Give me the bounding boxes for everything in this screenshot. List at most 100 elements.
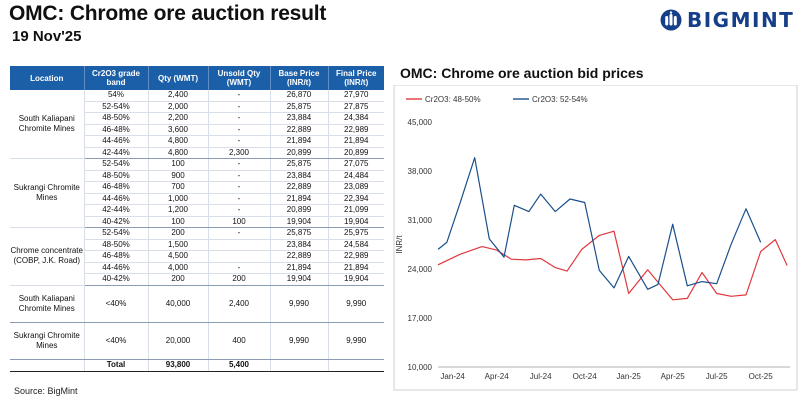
table-row: Sukrangi Chromite Mines 52-54% 100-25,875 2… — [10, 158, 384, 228]
grade-cell: 42-44% — [84, 147, 149, 159]
table-row: Sukrangi Chromite Mines <40% 20,000 400 9,99… — [10, 322, 384, 360]
base-price-cell: 22,889 — [270, 181, 329, 194]
table-row: 40-42% 100 100 19,904 19,904 — [10, 216, 384, 228]
final-price-cell: 22,394 — [328, 193, 384, 205]
grade-cell: 42-44% — [84, 204, 149, 217]
base-price-cell: 21,894 — [270, 193, 329, 205]
final-price-cell: 27,875 — [328, 101, 384, 113]
unsold-cell: - — [208, 193, 271, 205]
table-body: South Kaliapani Chromite Mines 54% 2,400-2… — [10, 90, 384, 372]
source-note: Source: BigMint — [14, 386, 78, 396]
column-header-qty: Qty (WMT) — [148, 66, 209, 90]
total-blank-cell — [270, 358, 329, 372]
final-price-cell: 23,089 — [328, 181, 384, 194]
qty-cell: 1,500 — [148, 239, 209, 251]
grade-cell: 40-42% — [84, 273, 149, 286]
qty-cell: 700 — [148, 181, 209, 194]
qty-cell: 20,000 — [148, 322, 209, 360]
column-header-location: Location — [10, 66, 85, 90]
qty-cell: 2,200 — [148, 112, 209, 125]
qty-cell: 1,000 — [148, 193, 209, 205]
grade-cell: 48-50% — [84, 239, 149, 251]
table-row: 52-54% 2,000-25,875 27,875 — [10, 101, 384, 113]
qty-cell: 100 — [148, 216, 209, 228]
table-row: 48-50% 2,200-23,884 24,384 — [10, 112, 384, 125]
qty-cell: 40,000 — [148, 285, 209, 323]
grade-cell: 44-46% — [84, 135, 149, 148]
final-price-cell: 21,894 — [328, 262, 384, 274]
qty-cell: 3,600 — [148, 124, 209, 136]
column-header-final-price: Final Price (INR/t) — [328, 66, 384, 90]
qty-cell: 900 — [148, 170, 209, 182]
base-price-cell: 20,899 — [270, 204, 329, 217]
unsold-cell — [208, 239, 271, 251]
location-cell: South Kaliapani Chromite Mines — [10, 285, 85, 323]
y-tick-label: 38,000 — [408, 167, 433, 176]
x-tick-label: Oct-24 — [573, 372, 598, 381]
base-price-cell: 22,889 — [270, 250, 329, 263]
grade-cell: 44-46% — [84, 262, 149, 274]
base-price-cell: 19,904 — [270, 273, 329, 286]
base-price-cell: 20,899 — [270, 147, 329, 159]
table-row: 44-46% 4,800-21,894 21,894 — [10, 135, 384, 148]
table-row: South Kaliapani Chromite Mines <40% 40,000… — [10, 285, 384, 323]
table-row: 40-42% 200 200 19,904 19,904 — [10, 273, 384, 286]
x-tick-label: Apr-25 — [661, 372, 686, 381]
brand-logo: BIGMINT — [660, 6, 794, 34]
unsold-cell: 200 — [208, 273, 271, 286]
y-tick-label: 45,000 — [408, 118, 433, 127]
qty-cell: 100 — [148, 158, 209, 171]
chart-frame — [393, 85, 798, 391]
x-tick-label: Jan-24 — [440, 372, 465, 381]
base-price-cell: 19,904 — [270, 216, 329, 228]
unsold-cell: 100 — [208, 216, 271, 228]
base-price-cell: 25,875 — [270, 101, 329, 113]
final-price-cell: 27,075 — [328, 158, 384, 171]
final-price-cell: 9,990 — [328, 285, 384, 323]
x-tick-label: Oct-25 — [749, 372, 774, 381]
y-tick-label: 31,000 — [408, 216, 433, 225]
report-date: 19 Nov'25 — [12, 28, 82, 45]
base-price-cell: 9,990 — [270, 322, 329, 360]
grade-cell: 52-54% — [84, 101, 149, 113]
y-axis-label: INR/t — [395, 235, 404, 254]
grade-cell: 46-48% — [84, 124, 149, 136]
final-price-cell: 19,904 — [328, 273, 384, 286]
grade-cell: 40-42% — [84, 216, 149, 228]
bid-price-line-chart: 10,000 17,000 24,000 31,000 38,000 45,000 INR/… — [393, 85, 798, 391]
final-price-cell: 24,484 — [328, 170, 384, 182]
table-row: 42-44% 4,800 2,300 20,899 20,899 — [10, 147, 384, 159]
unsold-cell: - — [208, 101, 271, 113]
location-cell: Sukrangi Chromite Mines — [10, 158, 85, 228]
qty-cell: 2,400 — [148, 90, 209, 102]
grade-cell: 54% — [84, 90, 149, 102]
column-header-base-price: Base Price (INR/t) — [270, 66, 329, 90]
base-price-cell: 26,870 — [270, 90, 329, 102]
total-label-cell: Total — [84, 358, 149, 372]
grade-cell: <40% — [84, 285, 149, 323]
qty-cell: 1,200 — [148, 204, 209, 217]
unsold-cell: - — [208, 124, 271, 136]
unsold-cell: 2,400 — [208, 285, 271, 323]
base-price-cell: 23,884 — [270, 239, 329, 251]
location-cell: Chrome concentrate (COBP, J.K. Road) — [10, 227, 85, 286]
x-tick-label: Jan-25 — [616, 372, 641, 381]
qty-cell: 200 — [148, 273, 209, 286]
base-price-cell: 25,875 — [270, 227, 329, 240]
total-blank-cell — [10, 358, 85, 372]
base-price-cell: 21,894 — [270, 135, 329, 148]
series-line-48-50 — [437, 230, 788, 301]
unsold-cell: - — [208, 227, 271, 240]
base-price-cell: 23,884 — [270, 170, 329, 182]
table-row: 42-44% 1,200-20,899 21,099 — [10, 204, 384, 217]
table-row: 48-50% 1,500 23,884 24,584 — [10, 239, 384, 251]
legend-label-48-50: Cr2O3: 48-50% — [425, 95, 481, 104]
base-price-cell: 21,894 — [270, 262, 329, 274]
unsold-cell: - — [208, 204, 271, 217]
bigmint-logo-icon — [660, 9, 682, 31]
base-price-cell: 23,884 — [270, 112, 329, 125]
unsold-cell — [208, 250, 271, 263]
column-header-unsold: Unsold Qty (WMT) — [208, 66, 271, 90]
table-row: 44-46% 4,000-21,894 21,894 — [10, 262, 384, 274]
unsold-cell: 400 — [208, 322, 271, 360]
